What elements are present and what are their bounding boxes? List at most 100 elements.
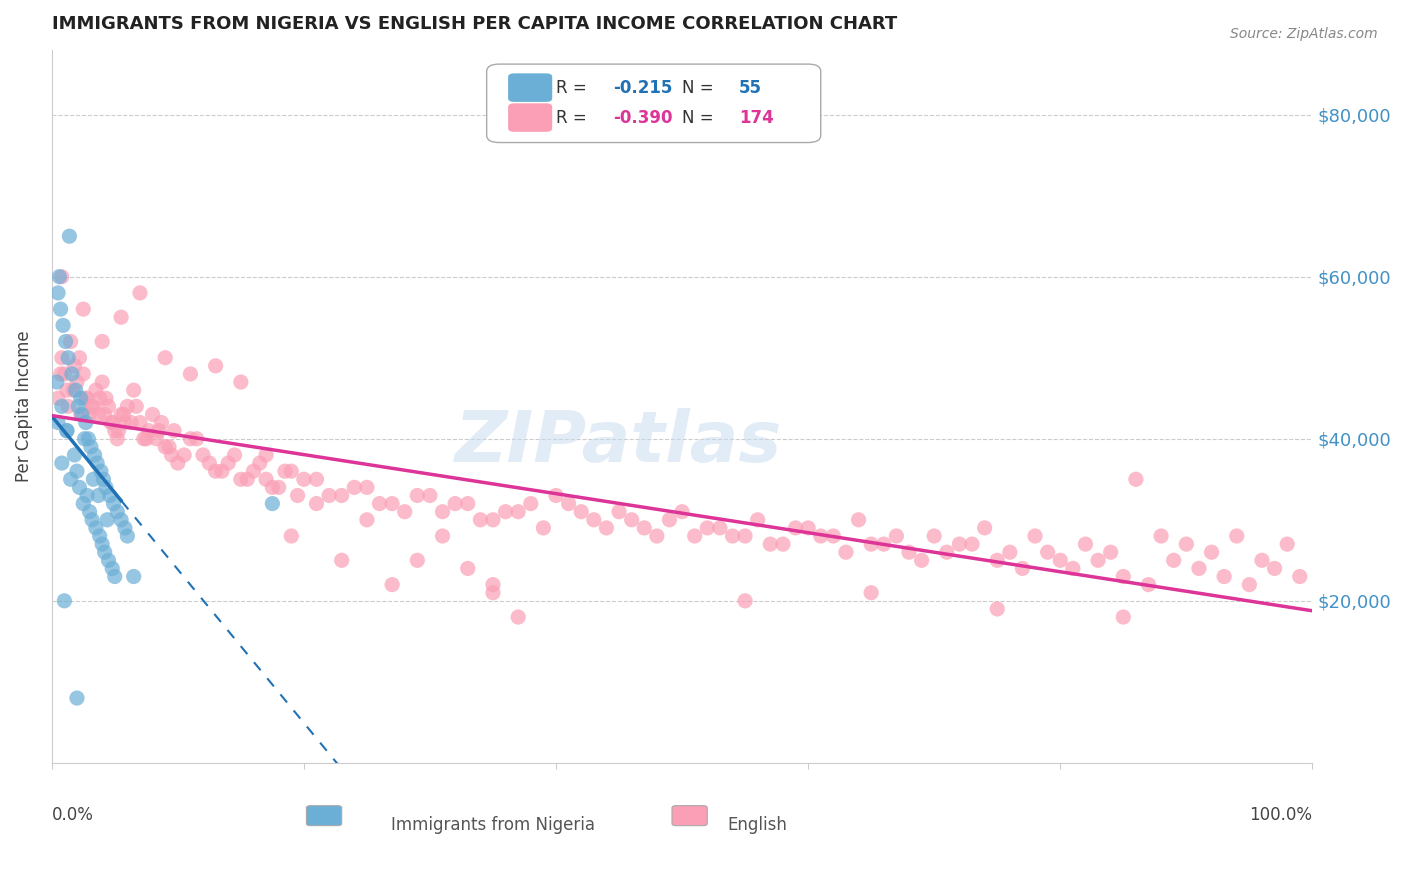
- Text: ZIPatlas: ZIPatlas: [456, 408, 783, 476]
- Text: 55: 55: [738, 78, 762, 96]
- Point: [520, 497, 543, 511]
- Point: [419, 488, 441, 502]
- Point: [274, 464, 297, 478]
- Point: [89, 391, 111, 405]
- Point: [69, 408, 91, 422]
- Point: [138, 424, 160, 438]
- Point: [569, 505, 592, 519]
- Point: [45, 375, 67, 389]
- Point: [1087, 553, 1109, 567]
- Point: [444, 497, 467, 511]
- Point: [84, 521, 107, 535]
- Point: [122, 569, 145, 583]
- Point: [91, 537, 114, 551]
- Point: [110, 310, 132, 325]
- Point: [58, 229, 80, 244]
- Point: [262, 480, 284, 494]
- Point: [898, 545, 921, 559]
- Point: [886, 529, 908, 543]
- Point: [645, 529, 668, 543]
- Point: [51, 351, 73, 365]
- Point: [1137, 577, 1160, 591]
- Point: [80, 513, 103, 527]
- Point: [217, 456, 239, 470]
- Point: [52, 318, 75, 333]
- Point: [82, 400, 104, 414]
- Point: [94, 480, 117, 494]
- Point: [343, 480, 366, 494]
- Point: [772, 537, 794, 551]
- Point: [72, 497, 94, 511]
- Text: IMMIGRANTS FROM NIGERIA VS ENGLISH PER CAPITA INCOME CORRELATION CHART: IMMIGRANTS FROM NIGERIA VS ENGLISH PER C…: [52, 15, 897, 33]
- Point: [82, 472, 104, 486]
- Point: [1288, 569, 1310, 583]
- Point: [368, 497, 391, 511]
- Text: 100.0%: 100.0%: [1250, 805, 1312, 823]
- Point: [75, 391, 97, 405]
- Point: [457, 497, 479, 511]
- Point: [48, 269, 70, 284]
- Point: [696, 521, 718, 535]
- Point: [114, 521, 136, 535]
- Point: [198, 456, 221, 470]
- Point: [79, 505, 101, 519]
- Point: [242, 464, 264, 478]
- Point: [280, 529, 302, 543]
- Point: [544, 488, 567, 502]
- Point: [129, 285, 152, 300]
- Point: [1150, 529, 1173, 543]
- Point: [97, 400, 120, 414]
- Point: [49, 367, 72, 381]
- Point: [986, 602, 1008, 616]
- FancyBboxPatch shape: [486, 64, 821, 143]
- Point: [132, 432, 155, 446]
- Point: [211, 464, 233, 478]
- Point: [1213, 569, 1236, 583]
- Point: [117, 400, 139, 414]
- Point: [49, 302, 72, 317]
- Point: [66, 691, 89, 706]
- Point: [848, 513, 870, 527]
- Point: [63, 448, 86, 462]
- Point: [922, 529, 945, 543]
- Point: [709, 521, 731, 535]
- Point: [105, 432, 128, 446]
- Point: [65, 383, 87, 397]
- Point: [160, 448, 183, 462]
- Point: [107, 424, 129, 438]
- Point: [90, 464, 112, 478]
- Point: [101, 416, 124, 430]
- Point: [280, 464, 302, 478]
- Point: [1251, 553, 1274, 567]
- Point: [76, 488, 98, 502]
- Point: [394, 505, 416, 519]
- Point: [77, 432, 100, 446]
- Point: [80, 440, 103, 454]
- Point: [72, 367, 94, 381]
- Point: [860, 537, 883, 551]
- FancyBboxPatch shape: [508, 103, 553, 132]
- Point: [89, 529, 111, 543]
- Point: [432, 529, 454, 543]
- Point: [254, 448, 277, 462]
- Point: [157, 440, 180, 454]
- Point: [267, 480, 290, 494]
- Point: [381, 577, 404, 591]
- Point: [254, 472, 277, 486]
- Point: [406, 553, 429, 567]
- Point: [986, 553, 1008, 567]
- Point: [55, 334, 77, 349]
- Text: N =: N =: [682, 78, 718, 96]
- Point: [935, 545, 957, 559]
- Point: [60, 367, 83, 381]
- Point: [69, 351, 91, 365]
- Point: [72, 302, 94, 317]
- Point: [1188, 561, 1211, 575]
- Point: [810, 529, 832, 543]
- Text: Source: ZipAtlas.com: Source: ZipAtlas.com: [1230, 27, 1378, 41]
- Text: English: English: [728, 816, 787, 834]
- Point: [96, 513, 118, 527]
- Point: [103, 497, 125, 511]
- Point: [87, 488, 110, 502]
- Point: [46, 416, 69, 430]
